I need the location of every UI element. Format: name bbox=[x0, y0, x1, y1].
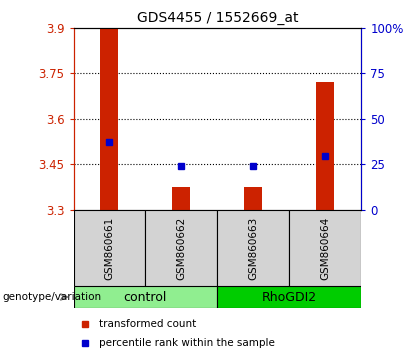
Text: control: control bbox=[124, 291, 167, 303]
Title: GDS4455 / 1552669_at: GDS4455 / 1552669_at bbox=[136, 11, 298, 25]
Text: RhoGDI2: RhoGDI2 bbox=[262, 291, 317, 303]
Bar bbox=[218, 210, 289, 286]
Text: GSM860664: GSM860664 bbox=[320, 216, 330, 280]
Bar bbox=[316, 82, 334, 210]
Text: GSM860663: GSM860663 bbox=[248, 216, 258, 280]
Bar bbox=[172, 187, 190, 210]
Bar bbox=[289, 210, 361, 286]
Bar bbox=[244, 187, 262, 210]
Text: transformed count: transformed count bbox=[100, 319, 197, 329]
Text: GSM860662: GSM860662 bbox=[176, 216, 186, 280]
Text: genotype/variation: genotype/variation bbox=[2, 292, 101, 302]
Text: GSM860661: GSM860661 bbox=[105, 216, 115, 280]
Bar bbox=[145, 210, 218, 286]
Bar bbox=[100, 28, 118, 210]
Bar bbox=[218, 286, 361, 308]
Text: percentile rank within the sample: percentile rank within the sample bbox=[100, 338, 275, 348]
Bar bbox=[74, 210, 145, 286]
Bar bbox=[74, 286, 218, 308]
